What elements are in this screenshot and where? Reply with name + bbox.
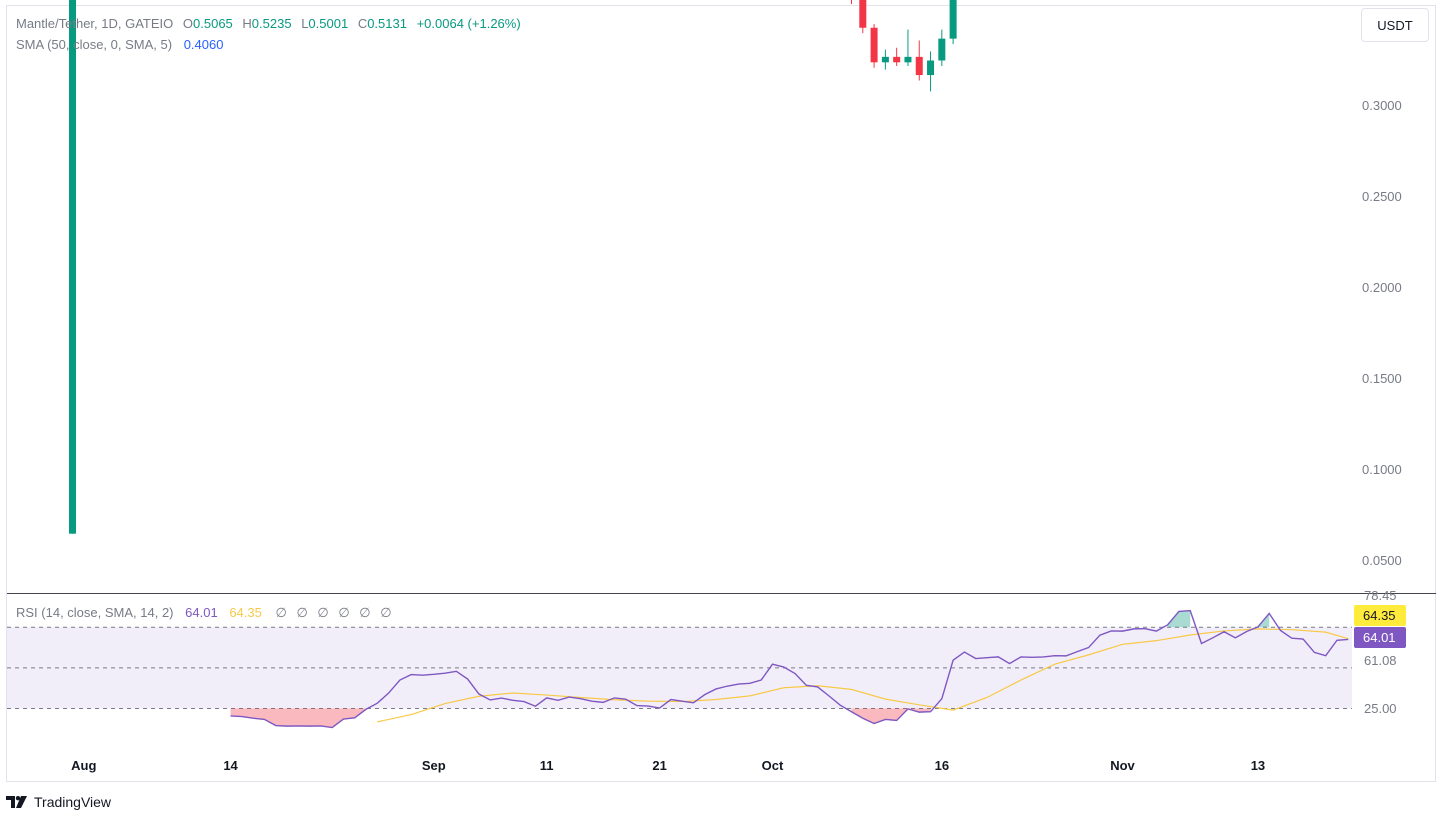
price-tick-label: 0.2000 bbox=[1362, 280, 1402, 295]
price-axis[interactable]: 0.60000.55000.50000.45000.40000.35000.30… bbox=[1362, 0, 1402, 568]
time-tick-label: 14 bbox=[223, 758, 238, 773]
price-tick-label: 0.0500 bbox=[1362, 553, 1402, 568]
rsi-tick-label: 78.45 bbox=[1364, 588, 1397, 603]
rsi-value: 64.01 bbox=[185, 605, 218, 620]
rsi-empty-value: ∅ bbox=[317, 605, 329, 620]
candle-body bbox=[915, 56, 923, 76]
low-label: L bbox=[301, 16, 309, 31]
candle-body bbox=[870, 27, 878, 63]
candle-body bbox=[927, 60, 935, 76]
rsi-empty-value: ∅ bbox=[296, 605, 308, 620]
rsi-sma-value: 64.35 bbox=[229, 605, 262, 620]
candle[interactable] bbox=[893, 47, 901, 66]
candle-body bbox=[881, 56, 889, 63]
time-tick-label: Oct bbox=[762, 758, 784, 773]
rsi-tick-label: 61.08 bbox=[1364, 653, 1397, 668]
sma-legend[interactable]: SMA (50, close, 0, SMA, 5) 0.4060 bbox=[16, 37, 225, 52]
price-legend: Mantle/Tether, 1D, GATEIO O0.5065 H0.523… bbox=[16, 16, 523, 31]
high-value: 0.5235 bbox=[251, 16, 292, 31]
time-tick-label: Sep bbox=[422, 758, 446, 773]
rsi-empty-value: ∅ bbox=[275, 605, 287, 620]
time-tick-label: Aug bbox=[71, 758, 96, 773]
rsi-label[interactable]: RSI (14, close, SMA, 14, 2) bbox=[16, 605, 174, 620]
candle[interactable] bbox=[848, 0, 855, 5]
candle-body bbox=[859, 0, 867, 28]
rsi-overbought-fill bbox=[1167, 610, 1191, 628]
price-tick-label: 0.1000 bbox=[1362, 462, 1402, 477]
change-value: +0.0064 (+1.26%) bbox=[416, 16, 521, 31]
tradingview-logo-icon[interactable] bbox=[6, 796, 28, 808]
candle[interactable] bbox=[859, 0, 867, 34]
time-tick-label: Nov bbox=[1110, 758, 1135, 773]
time-tick-label: 11 bbox=[540, 758, 554, 773]
rsi-sma-line[interactable] bbox=[377, 628, 1349, 723]
high-label: H bbox=[242, 16, 252, 31]
candle[interactable] bbox=[870, 24, 878, 68]
open-value: 0.5065 bbox=[193, 16, 233, 31]
rsi-oversold-fill bbox=[230, 708, 367, 728]
candle[interactable] bbox=[69, 0, 76, 534]
candle[interactable] bbox=[915, 40, 923, 81]
close-value: 0.5131 bbox=[367, 16, 407, 31]
currency-unit-button[interactable]: USDT bbox=[1361, 8, 1429, 42]
brand-name[interactable]: TradingView bbox=[34, 794, 112, 810]
rsi-empty-value: ∅ bbox=[380, 605, 392, 620]
rsi-axis: 78.45 61.08 25.00 bbox=[1364, 588, 1397, 716]
footer: TradingView bbox=[6, 794, 111, 810]
candle[interactable] bbox=[881, 49, 889, 70]
candle[interactable] bbox=[927, 51, 935, 92]
price-tick-label: 0.3000 bbox=[1362, 98, 1402, 113]
candle-body bbox=[949, 0, 957, 39]
close-label: C bbox=[357, 16, 368, 31]
rsi-line[interactable] bbox=[230, 609, 1349, 729]
rsi-legend[interactable]: RSI (14, close, SMA, 14, 2) 64.01 64.35 … bbox=[16, 605, 394, 621]
rsi-tag bbox=[1354, 627, 1406, 648]
rsi-empty-value: ∅ bbox=[338, 605, 350, 620]
price-pane[interactable] bbox=[7, 0, 1352, 534]
candle[interactable] bbox=[904, 29, 912, 66]
chart-frame bbox=[6, 5, 1436, 782]
time-tick-label: 13 bbox=[1251, 758, 1265, 773]
rsi-sma-tag bbox=[1354, 605, 1406, 626]
candle[interactable] bbox=[938, 29, 946, 66]
low-value: 0.5001 bbox=[308, 16, 349, 31]
open-label: O bbox=[182, 16, 194, 31]
rsi-tag-label: 64.01 bbox=[1363, 630, 1396, 645]
rsi-oversold-fill bbox=[851, 708, 931, 724]
sma-value: 0.4060 bbox=[183, 37, 224, 52]
candle-body bbox=[893, 56, 901, 63]
price-tick-label: 0.1500 bbox=[1362, 371, 1402, 386]
rsi-pane[interactable] bbox=[7, 609, 1352, 729]
time-tick-label: 21 bbox=[652, 758, 666, 773]
rsi-tick-label: 25.00 bbox=[1364, 701, 1397, 716]
rsi-empty-value: ∅ bbox=[359, 605, 371, 620]
time-tick-label: 16 bbox=[935, 758, 949, 773]
candle[interactable] bbox=[949, 0, 957, 45]
candle-body bbox=[69, 0, 76, 534]
candle-body bbox=[938, 38, 946, 61]
symbol-label[interactable]: Mantle/Tether, 1D, GATEIO bbox=[16, 16, 174, 31]
candle-body bbox=[904, 56, 912, 63]
rsi-sma-tag-label: 64.35 bbox=[1363, 608, 1396, 623]
price-tick-label: 0.2500 bbox=[1362, 189, 1402, 204]
sma-label[interactable]: SMA (50, close, 0, SMA, 5) bbox=[16, 37, 173, 52]
time-axis[interactable]: Aug 14 Sep 11 21 Oct 16 Nov 13 bbox=[71, 758, 1265, 773]
